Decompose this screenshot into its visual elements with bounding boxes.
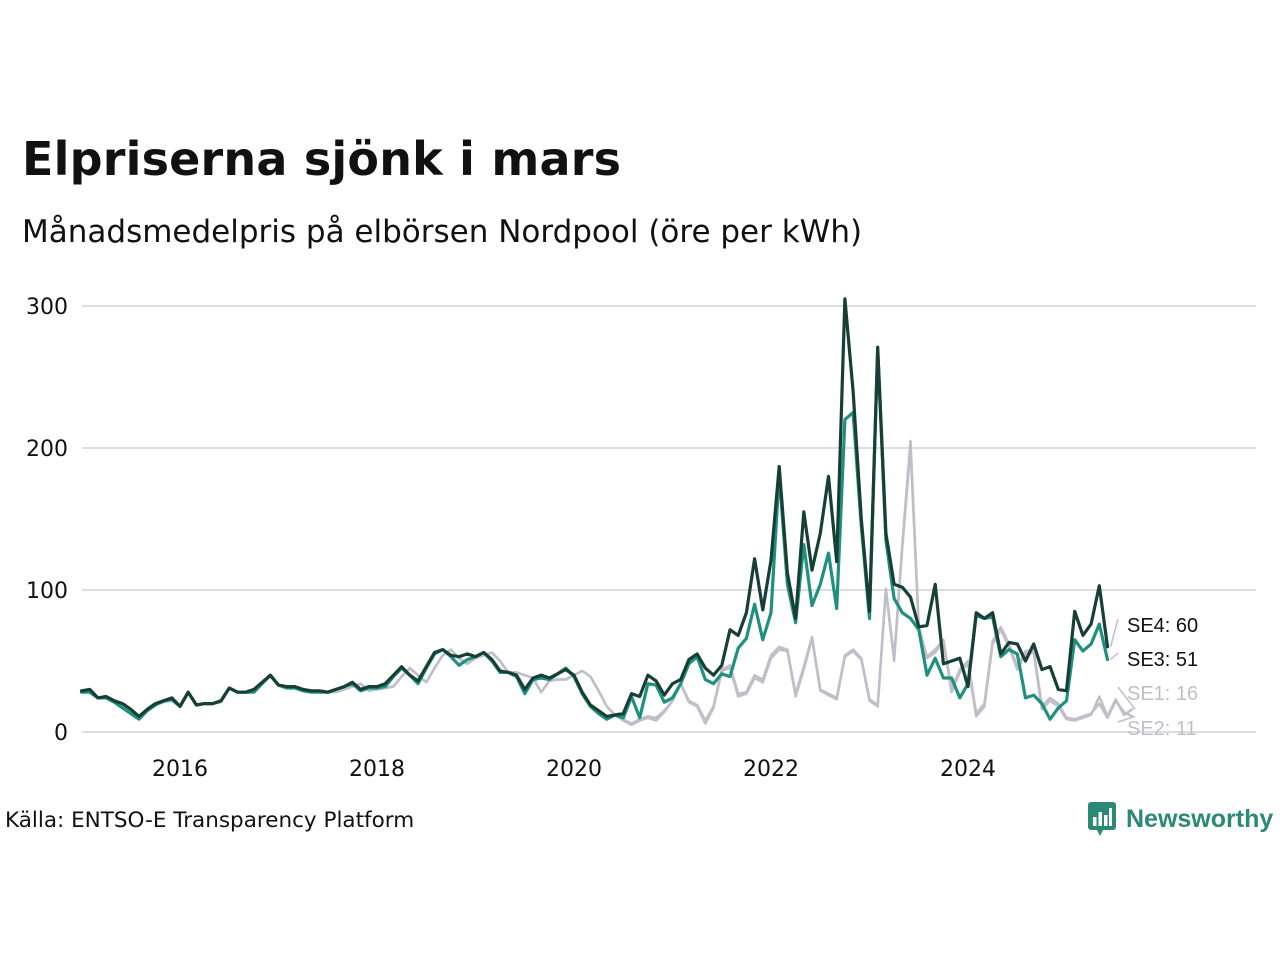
- brand-logo: Newsworthy: [1088, 802, 1273, 836]
- leader-line-se3: [1110, 652, 1119, 661]
- y-tick-label-0: 0: [54, 721, 68, 746]
- x-tick-label-2016: 2016: [152, 757, 208, 782]
- series-lines: [79, 297, 1134, 727]
- end-label-se1: SE1: 16: [1127, 683, 1198, 705]
- series-line-se4: [79, 297, 1110, 718]
- end-label-se2: SE2: 11: [1127, 718, 1197, 740]
- leader-line-se1: [1117, 686, 1136, 710]
- chart-title: Elpriserna sjönk i mars: [22, 132, 622, 186]
- bar-chart-icon: [1088, 802, 1116, 836]
- x-tick-label-2020: 2020: [546, 757, 602, 782]
- x-tick-label-2018: 2018: [349, 757, 405, 782]
- brand-name: Newsworthy: [1126, 804, 1274, 833]
- end-labels: SE4: 60 SE3: 51 SE1: 16 SE2: 11: [1109, 615, 1198, 740]
- x-tick-label-2022: 2022: [743, 757, 799, 782]
- end-label-se4: SE4: 60: [1127, 615, 1198, 637]
- x-tick-label-2024: 2024: [940, 757, 996, 782]
- series-line-se3: [79, 347, 1110, 721]
- leader-line-se2: [1117, 715, 1136, 723]
- y-tick-label-100: 100: [26, 579, 68, 604]
- y-tick-label-200: 200: [26, 437, 68, 462]
- end-label-se3: SE3: 51: [1127, 649, 1198, 671]
- source-note: Källa: ENTSO-E Transparency Platform: [5, 808, 415, 833]
- axis-ticks: 0 100 200 300 2016 2018 2020 2022 2024: [26, 295, 996, 782]
- series-line-se2: [80, 439, 1134, 725]
- leader-line-se4: [1109, 618, 1119, 647]
- chart-subtitle: Månadsmedelpris på elbörsen Nordpool (ör…: [22, 214, 863, 250]
- gridlines: [82, 305, 1256, 733]
- series-line-se1: [80, 446, 1134, 727]
- y-tick-label-300: 300: [26, 295, 68, 320]
